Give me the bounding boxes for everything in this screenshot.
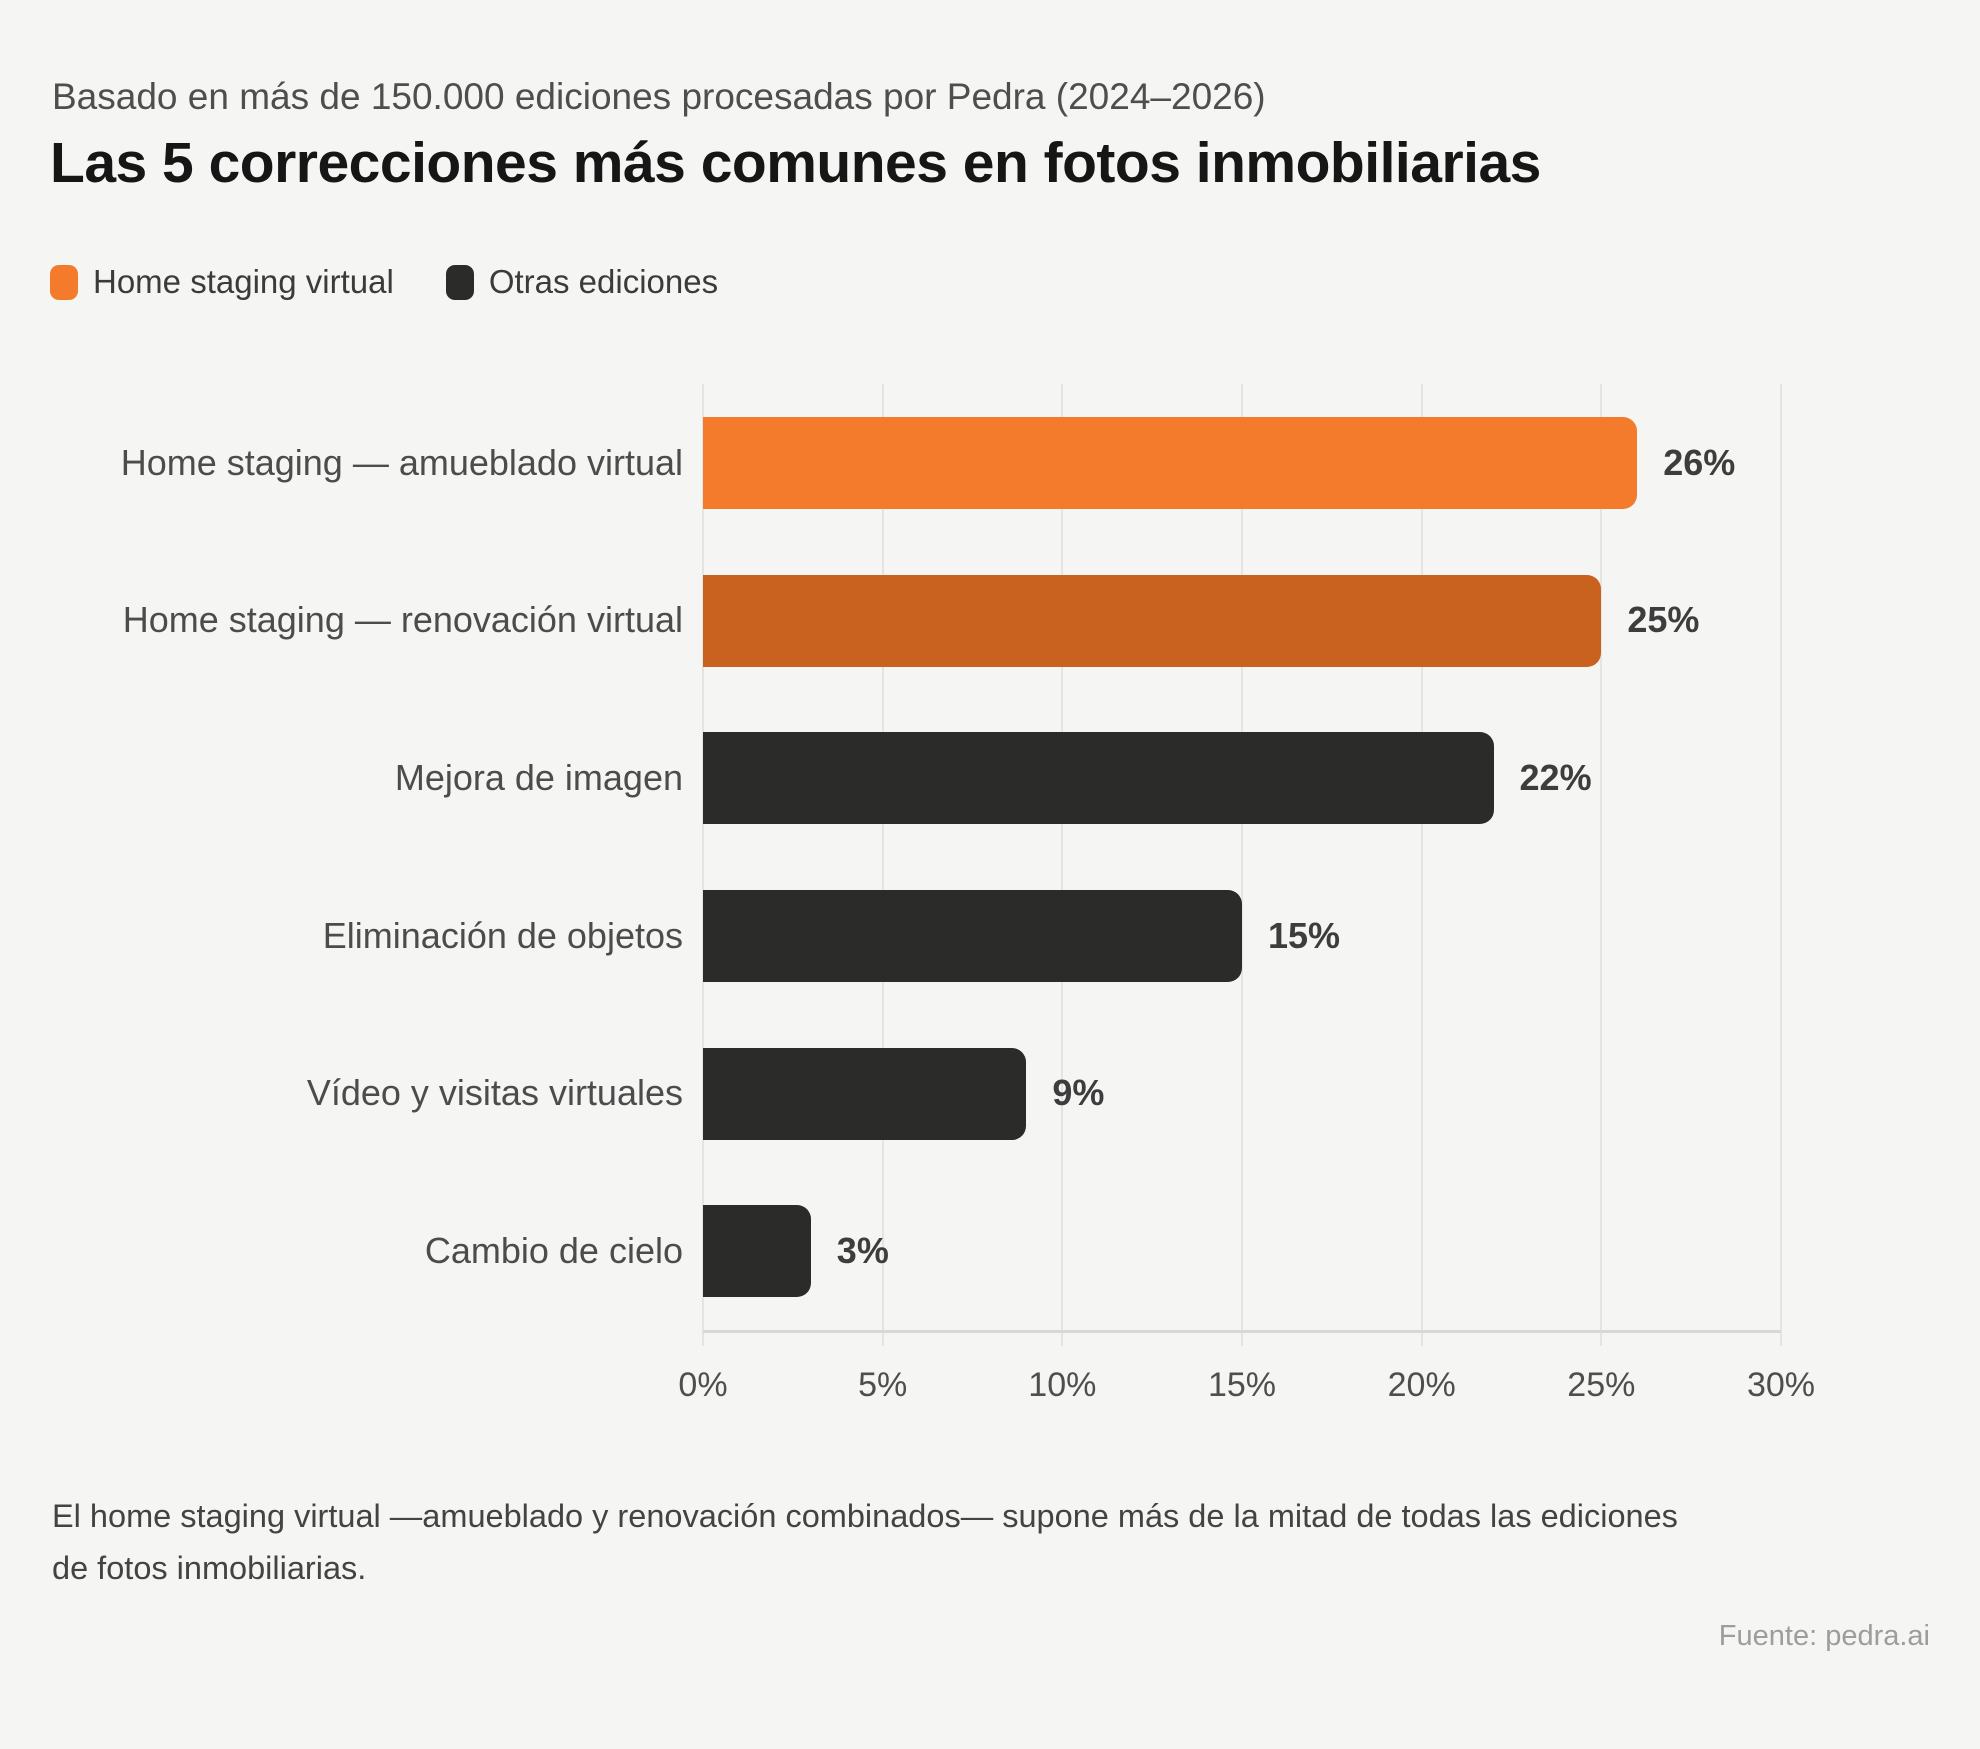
bar-15pct [703, 889, 1242, 982]
x-tick-label: 10% [1028, 1366, 1097, 1404]
value-label: 9% [1052, 1072, 1105, 1114]
value-label: 22% [1519, 757, 1592, 799]
category-label: Home staging — amueblado virtual [120, 441, 683, 483]
x-tick-label: 0% [678, 1366, 728, 1404]
gridline-15% [1241, 384, 1243, 1346]
chart-title: Las 5 correcciones más comunes en fotos … [50, 131, 1541, 195]
bar-26pct [703, 416, 1638, 509]
footer-note: El home staging virtual —amueblado y ren… [52, 1498, 1678, 1586]
gridline-5% [881, 384, 884, 1346]
legend: Home staging virtual Otras ediciones [50, 262, 718, 302]
legend-swatch-orange-icon [50, 264, 78, 300]
category-label: Home staging — renovación virtual [122, 599, 683, 641]
legend-item-home-staging: Home staging virtual [50, 263, 394, 301]
category-label: Vídeo y visitas virtuales [306, 1072, 683, 1114]
legend-item-otras-ediciones: Otras ediciones [445, 263, 719, 301]
legend-label: Home staging virtual [93, 263, 394, 300]
bar-25pct [703, 574, 1602, 667]
category-label: Mejora de imagen [394, 757, 683, 799]
legend-swatch-dark-icon [445, 264, 474, 300]
value-label: 26% [1663, 441, 1736, 483]
gridline-25% [1600, 384, 1603, 1346]
x-tick-label: 20% [1387, 1366, 1456, 1404]
category-label: Cambio de cielo [424, 1230, 683, 1272]
source-credit: Fuente: pedra.ai [1718, 1620, 1930, 1652]
value-label: 25% [1627, 599, 1700, 641]
chart-subtitle: Basado en más de 150.000 ediciones proce… [52, 76, 1266, 117]
gridline-30% [1780, 384, 1782, 1346]
value-label: 15% [1268, 914, 1341, 956]
bar-3pct [703, 1205, 811, 1298]
value-label: 3% [836, 1230, 889, 1272]
x-tick-label: 5% [858, 1366, 908, 1404]
x-tick-label: 25% [1567, 1366, 1636, 1404]
x-tick-label: 15% [1207, 1366, 1277, 1404]
gridline-0% [702, 384, 704, 1346]
gridline-10% [1061, 384, 1064, 1346]
bar-22pct [703, 732, 1494, 825]
x-tick-label: 30% [1746, 1366, 1816, 1404]
x-axis-line [703, 1330, 1781, 1333]
bar-9pct [703, 1047, 1027, 1140]
category-label: Eliminación de objetos [322, 914, 683, 956]
gridline-20% [1420, 384, 1423, 1346]
legend-label: Otras ediciones [488, 263, 719, 300]
